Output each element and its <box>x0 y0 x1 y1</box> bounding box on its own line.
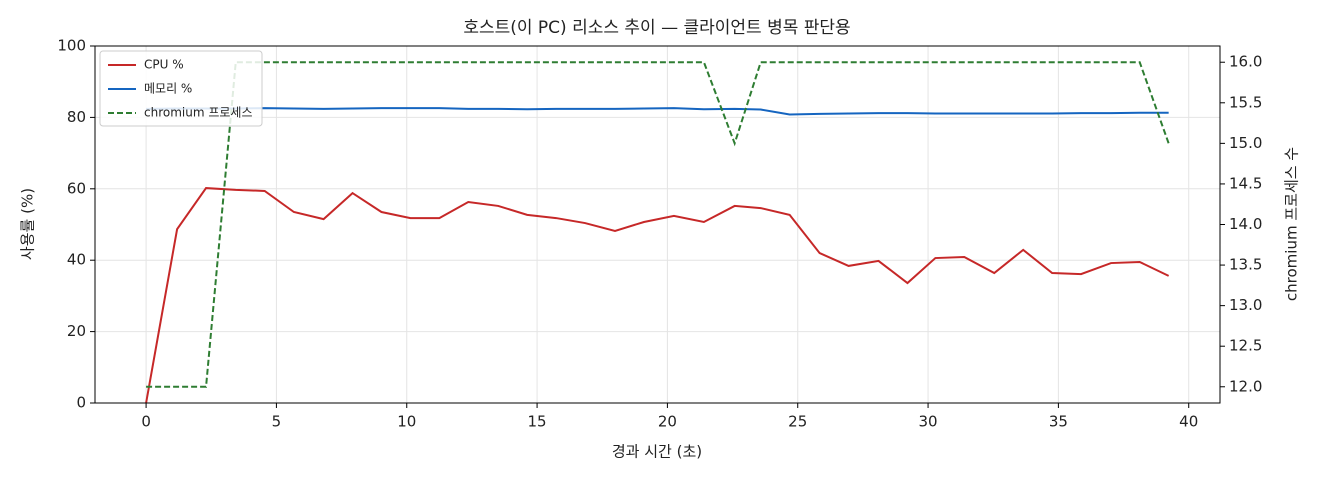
y-tick-label: 80 <box>67 108 86 126</box>
series-line <box>145 187 1170 404</box>
y2-tick-label: 14.5 <box>1229 174 1262 192</box>
x-tick-label: 10 <box>397 413 416 431</box>
chart-title: 호스트(이 PC) 리소스 추이 — 클라이언트 병목 판단용 <box>463 18 850 38</box>
x-axis-label: 경과 시간 (초) <box>612 443 702 461</box>
x-tick-label: 0 <box>141 413 151 431</box>
legend-label: 메모리 % <box>144 82 192 96</box>
x-tick-label: 25 <box>788 413 807 431</box>
y2-tick-label: 12.5 <box>1229 337 1262 355</box>
series-line <box>146 61 1170 388</box>
y-tick-label: 100 <box>57 37 86 55</box>
y-tick-label: 0 <box>76 394 86 412</box>
y-tick-label: 40 <box>67 251 86 269</box>
x-tick-label: 30 <box>919 413 938 431</box>
y2-tick-label: 14.0 <box>1229 215 1262 233</box>
y2-tick-label: 13.5 <box>1229 256 1262 274</box>
y-axis-label: 사용률 (%) <box>19 188 37 260</box>
y2-axis-label: chromium 프로세스 수 <box>1283 147 1301 301</box>
y2-tick-label: 16.0 <box>1229 53 1262 71</box>
y2-tick-label: 15.5 <box>1229 93 1262 111</box>
legend-label: CPU % <box>144 58 184 72</box>
y2-tick-label: 12.0 <box>1229 377 1262 395</box>
x-tick-label: 35 <box>1049 413 1068 431</box>
x-tick-label: 40 <box>1179 413 1198 431</box>
x-tick-label: 20 <box>658 413 677 431</box>
x-tick-label: 15 <box>528 413 547 431</box>
legend-box <box>99 50 263 127</box>
x-tick-label: 5 <box>272 413 282 431</box>
legend-label: chromium 프로세스 <box>144 106 253 120</box>
y2-tick-label: 13.0 <box>1229 296 1262 314</box>
y2-tick-label: 15.0 <box>1229 134 1262 152</box>
series-line <box>146 107 1169 116</box>
plot-frame <box>94 45 1221 404</box>
y-tick-label: 20 <box>67 322 86 340</box>
y-tick-label: 60 <box>67 179 86 197</box>
legend: CPU % 메모리 % chromium 프로세스 <box>99 50 263 127</box>
